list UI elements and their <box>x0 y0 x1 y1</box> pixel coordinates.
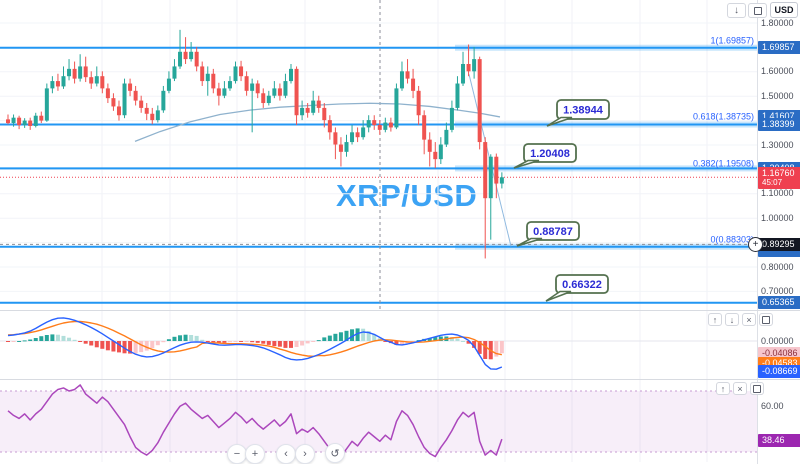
price-scale[interactable]: 1.80000 1.69857 1.60000 1.50000 1.41607 1.383… <box>757 0 800 464</box>
close-pane-button[interactable]: × <box>733 382 747 395</box>
rsi-pane <box>0 384 757 458</box>
currency-toggle-button[interactable]: USD <box>770 2 798 18</box>
scroll-to-recent-button[interactable]: ↓ <box>727 3 746 18</box>
fib-label: 1(1.69857) <box>710 36 754 46</box>
axis-label-tick: 0.70000 <box>761 285 794 296</box>
fib-label: 0.382(1.19508) <box>693 159 754 169</box>
reset-chart-button[interactable]: ↺ <box>325 443 345 463</box>
moving-average-line[interactable] <box>134 102 501 142</box>
maximize-pane-button[interactable] <box>750 382 764 395</box>
zoom-in-button[interactable]: + <box>245 444 265 464</box>
axis-label-tick: 0.80000 <box>761 261 794 272</box>
callout[interactable]: 1.20408 <box>513 143 577 169</box>
svg-text:0.88787: 0.88787 <box>533 226 573 238</box>
price-pane: 1(1.69857) 0.618(1.38735) 0.382(1.19508) 0(… <box>0 0 757 310</box>
countdown-timer: 45:07 <box>762 177 783 187</box>
close-pane-button[interactable]: × <box>742 313 756 326</box>
callout[interactable]: 0.88787 <box>516 221 580 247</box>
fib-retracement-labels[interactable]: 1(1.69857) 0.618(1.38735) 0.382(1.19508) 0(… <box>693 36 754 245</box>
pane-separator[interactable] <box>0 379 800 380</box>
maximize-icon <box>762 315 770 324</box>
symbol-watermark: XRP/USD <box>336 178 478 213</box>
rsi-pane-controls: ↑ × <box>716 382 764 395</box>
axis-label-current[interactable]: 1.16760 45:07 <box>758 166 800 189</box>
fib-label: 0(0.88303) <box>710 235 754 245</box>
fullscreen-button[interactable] <box>748 3 767 18</box>
svg-text:1.38944: 1.38944 <box>563 105 604 117</box>
chevron-right-icon: › <box>303 448 307 460</box>
crosshair <box>0 0 757 310</box>
scroll-left-button[interactable]: ‹ <box>276 444 296 464</box>
move-pane-up-button[interactable]: ↑ <box>716 382 730 395</box>
macd-line <box>7 317 503 370</box>
axis-label-macdline[interactable]: -0.08669 <box>758 365 800 379</box>
maximize-icon <box>753 384 761 393</box>
axis-label-tick: 1.50000 <box>761 90 794 101</box>
pane-separator[interactable] <box>0 310 800 311</box>
macd-pane <box>0 317 757 370</box>
candles-layer <box>6 29 504 259</box>
fib-label: 0.618(1.38735) <box>693 112 754 122</box>
move-pane-up-button[interactable]: ↑ <box>708 313 722 326</box>
maximize-icon <box>753 6 762 15</box>
macd-signal-line <box>7 320 503 357</box>
minus-icon: − <box>233 448 241 460</box>
axis-label-tick: 0.00000 <box>761 335 794 346</box>
axis-label-level[interactable]: 1.69857 <box>758 41 800 55</box>
axis-label-tick: 1.30000 <box>761 139 794 150</box>
scroll-right-button[interactable]: › <box>295 444 315 464</box>
macd-pane-controls: ↑ ↓ × <box>708 313 773 326</box>
axis-label-tick: 1.60000 <box>761 66 794 77</box>
axis-label-crosshair[interactable]: 0.89295 <box>758 237 800 251</box>
move-pane-down-button[interactable]: ↓ <box>725 313 739 326</box>
rsi-line <box>7 384 503 458</box>
axis-label-level[interactable]: 1.38399 <box>758 118 800 131</box>
price-callouts[interactable]: 1.38944 1.20408 0.88787 0.66322 <box>513 99 610 302</box>
svg-text:0.66322: 0.66322 <box>562 279 602 291</box>
maximize-pane-button[interactable] <box>759 313 773 326</box>
arrow-down-icon: ↓ <box>734 5 739 16</box>
axis-label-hist[interactable]: -0.04086 <box>758 346 800 360</box>
axis-label-level[interactable]: 0.65365 <box>758 296 800 310</box>
plus-icon: + <box>251 448 259 460</box>
callout[interactable]: 1.38944 <box>546 99 610 127</box>
axis-label-tick: 1.80000 <box>761 17 794 28</box>
add-alert-plus-icon[interactable]: + <box>748 237 763 252</box>
reset-icon: ↺ <box>330 447 340 460</box>
svg-text:1.20408: 1.20408 <box>530 148 570 160</box>
zoom-out-button[interactable]: − <box>227 444 247 464</box>
chevron-left-icon: ‹ <box>284 448 288 460</box>
callout[interactable]: 0.66322 <box>545 274 609 302</box>
axis-label-rsi[interactable]: 38.46 <box>758 433 800 447</box>
axis-label-tick: 1.10000 <box>761 188 794 199</box>
axis-label-tick: 1.00000 <box>761 212 794 223</box>
horizontal-level-lines[interactable] <box>0 44 757 304</box>
axis-label-tick: 60.00 <box>761 400 784 411</box>
